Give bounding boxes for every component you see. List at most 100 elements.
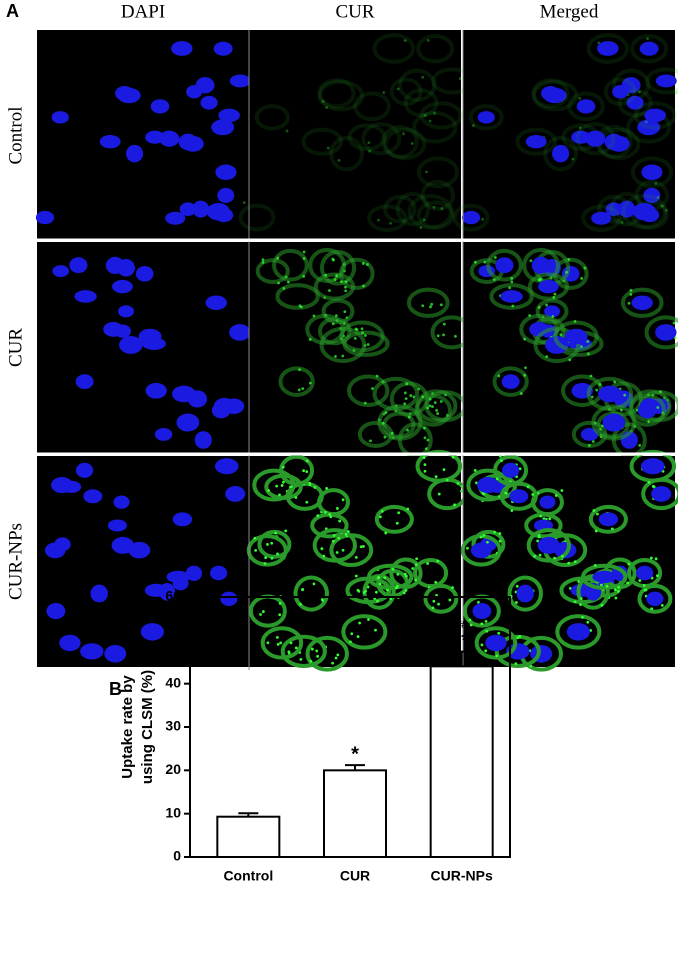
cytoplasm-signal — [301, 127, 344, 156]
cur-dot — [334, 656, 338, 660]
cytoplasm-signal — [372, 33, 416, 64]
nucleus — [602, 413, 626, 432]
cur-dot — [356, 635, 360, 639]
cytoplasm-signal — [278, 366, 315, 397]
nucleus — [541, 86, 560, 101]
cur-dot — [537, 535, 541, 539]
cytoplasm-signal — [367, 204, 408, 232]
nucleus — [608, 135, 630, 152]
cur-dot — [537, 278, 541, 282]
nucleus — [506, 643, 530, 660]
cur-dot — [617, 590, 620, 593]
cur-dot — [299, 657, 303, 661]
cytoplasm-signal — [531, 78, 570, 109]
cur-dot — [518, 467, 522, 471]
cur-dot — [498, 532, 502, 535]
cur-dot — [276, 643, 280, 646]
cytoplasm-signal — [361, 122, 402, 156]
cur-dot — [350, 632, 354, 636]
significance-mark: # — [459, 620, 465, 631]
cur-dot — [354, 574, 358, 578]
cur-dot — [374, 590, 378, 594]
cur-dot — [300, 305, 303, 309]
cur-dot — [545, 303, 548, 307]
cytoplasm-signal — [637, 583, 673, 614]
cur-dot — [354, 327, 358, 331]
cur-dot — [394, 586, 398, 590]
nucleus — [176, 413, 200, 432]
cur-dot — [511, 304, 515, 308]
nucleus — [552, 144, 570, 163]
cur-dot — [384, 531, 388, 535]
cur-dot — [382, 91, 386, 94]
nucleus — [179, 202, 197, 217]
cur-dot — [664, 208, 668, 212]
cur-dot — [485, 629, 489, 633]
cur-dot — [565, 270, 568, 274]
cur-dot — [281, 480, 285, 484]
cur-dot — [619, 408, 623, 412]
cur-dot — [468, 618, 472, 622]
cur-dot — [267, 489, 270, 492]
cur-dot — [439, 400, 443, 403]
cur-dot — [591, 440, 595, 443]
cur-dot — [325, 106, 329, 109]
panel-label: B — [109, 679, 122, 699]
cur-dot — [261, 258, 265, 262]
cur-dot — [516, 636, 520, 640]
nucleus — [217, 187, 235, 203]
cur-dot — [480, 622, 484, 626]
cytoplasm-signal — [280, 634, 327, 668]
cur-dot — [428, 397, 432, 401]
cur-dot — [384, 411, 388, 415]
cur-dot — [321, 99, 325, 103]
cur-dot — [656, 406, 660, 409]
cur-dot — [367, 141, 371, 144]
cur-dot — [287, 650, 291, 654]
nucleus — [640, 458, 665, 475]
cur-dot — [328, 289, 331, 292]
cur-dot — [434, 580, 438, 584]
cur-dot — [315, 649, 319, 653]
cur-dot — [266, 543, 269, 546]
cytoplasm-signal — [279, 454, 315, 486]
cur-dot — [406, 507, 410, 511]
nucleus — [214, 458, 239, 475]
cur-dot — [445, 478, 449, 482]
cur-dot — [266, 641, 270, 645]
cytoplasm-signal — [621, 193, 668, 230]
cur-dot — [368, 149, 372, 153]
cur-dot — [320, 547, 324, 551]
cytoplasm-signal — [630, 34, 669, 64]
y-tick-label: 40 — [165, 674, 181, 690]
cur-dot — [440, 207, 444, 211]
cytoplasm-signal — [372, 376, 420, 411]
cur-dot — [483, 260, 487, 264]
cur-dot — [423, 436, 427, 440]
nucleus — [206, 202, 230, 221]
cur-dot — [357, 589, 361, 593]
cur-dot — [406, 428, 409, 432]
cur-dot — [536, 539, 540, 543]
cytoplasm-signal — [347, 374, 390, 407]
cur-dot — [305, 470, 309, 474]
cur-dot — [495, 477, 499, 481]
cur-dot — [578, 97, 582, 100]
cytoplasm-signal — [586, 376, 634, 411]
cur-dot — [426, 438, 430, 442]
cur-dot — [294, 496, 298, 499]
cur-dot — [312, 582, 316, 586]
cur-dot — [281, 465, 285, 469]
cur-dot — [409, 394, 413, 397]
cur-dot — [646, 37, 649, 41]
cur-dot — [359, 545, 363, 549]
cur-dot — [285, 129, 289, 133]
cur-dot — [264, 556, 268, 560]
cur-dot — [560, 489, 564, 492]
cur-dot — [340, 280, 343, 284]
cur-dot — [451, 455, 455, 459]
nucleus — [150, 99, 170, 114]
nucleus — [90, 584, 108, 603]
cytoplasm-signal — [628, 393, 667, 427]
